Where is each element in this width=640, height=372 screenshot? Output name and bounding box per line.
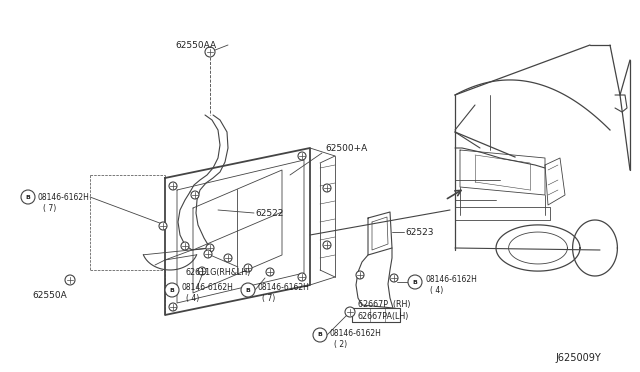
Circle shape [65, 275, 75, 285]
Circle shape [298, 152, 306, 160]
Circle shape [390, 274, 398, 282]
Text: 62611G(RH&LH): 62611G(RH&LH) [185, 267, 250, 276]
Circle shape [408, 275, 422, 289]
Text: ( 4): ( 4) [430, 286, 444, 295]
Circle shape [323, 184, 331, 192]
Text: 62667PA(LH): 62667PA(LH) [358, 311, 410, 321]
Text: B: B [26, 195, 31, 199]
Text: 62523: 62523 [405, 228, 433, 237]
Circle shape [298, 273, 306, 281]
Circle shape [241, 283, 255, 297]
Circle shape [266, 268, 274, 276]
Circle shape [244, 264, 252, 272]
Circle shape [224, 254, 232, 262]
Text: ( 2): ( 2) [334, 340, 347, 349]
Circle shape [169, 303, 177, 311]
Text: ( 7): ( 7) [262, 295, 275, 304]
Circle shape [323, 241, 331, 249]
Text: 08146-6162H: 08146-6162H [258, 283, 310, 292]
Text: 62550AA: 62550AA [175, 41, 216, 49]
Text: 08146-6162H: 08146-6162H [425, 276, 477, 285]
Circle shape [204, 250, 212, 258]
Circle shape [313, 328, 327, 342]
Text: B: B [413, 279, 417, 285]
Text: ( 7): ( 7) [43, 203, 56, 212]
Text: B: B [246, 288, 250, 292]
Circle shape [198, 267, 206, 275]
Circle shape [165, 283, 179, 297]
Circle shape [169, 182, 177, 190]
Text: 62550A: 62550A [32, 291, 67, 299]
Text: 62522: 62522 [255, 208, 284, 218]
Circle shape [206, 244, 214, 252]
Circle shape [356, 271, 364, 279]
Text: ( 4): ( 4) [186, 295, 199, 304]
Circle shape [159, 222, 167, 230]
Text: 08146-6162H: 08146-6162H [182, 283, 234, 292]
Text: 08146-6162H: 08146-6162H [330, 328, 382, 337]
Circle shape [21, 190, 35, 204]
Text: B: B [170, 288, 175, 292]
Text: B: B [317, 333, 323, 337]
Text: J625009Y: J625009Y [555, 353, 601, 363]
Circle shape [205, 47, 215, 57]
Text: 62667P  (RH): 62667P (RH) [358, 301, 410, 310]
Circle shape [181, 242, 189, 250]
Text: 08146-6162H: 08146-6162H [38, 192, 90, 202]
Text: 62500+A: 62500+A [325, 144, 367, 153]
Circle shape [345, 307, 355, 317]
Circle shape [191, 191, 199, 199]
